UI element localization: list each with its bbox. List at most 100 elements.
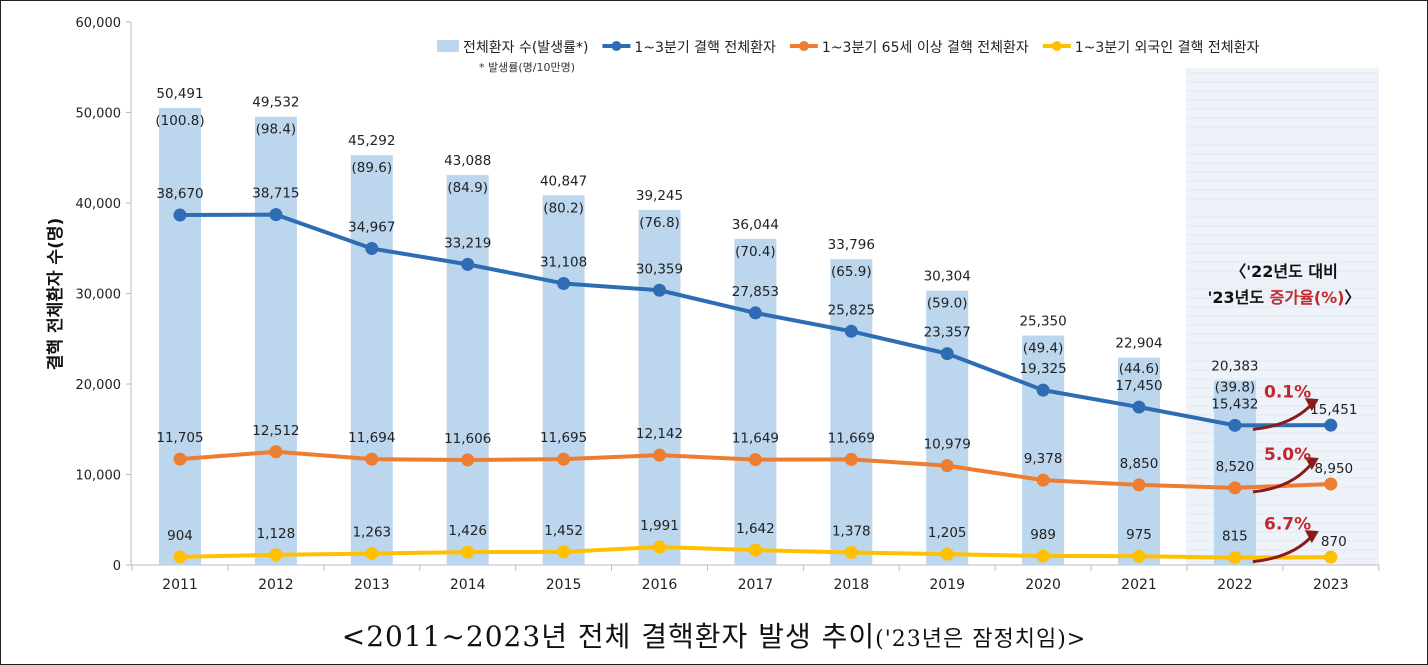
growth-arrow-head <box>1304 457 1319 471</box>
chart-caption: <2011~2023년 전체 결핵환자 발생 추이('23년은 잠정치임)> <box>1 615 1427 655</box>
data-point <box>269 445 283 459</box>
data-point <box>269 208 283 222</box>
data-point <box>940 547 954 561</box>
point-label: 8,520 <box>1216 459 1255 475</box>
point-label: 17,450 <box>1115 378 1162 394</box>
point-label: 1,128 <box>257 526 296 542</box>
bar-value-label: 43,088 <box>444 153 491 169</box>
point-label: 11,694 <box>348 430 395 446</box>
bar <box>638 209 681 565</box>
bar-rate-label: (89.6) <box>352 160 393 176</box>
x-tick-label: 2012 <box>258 577 294 593</box>
data-point <box>1228 418 1242 432</box>
y-tick-label: 0 <box>113 559 121 574</box>
bar <box>1118 357 1160 565</box>
legend-swatch-marker <box>611 41 622 51</box>
data-point <box>1132 549 1146 563</box>
point-label: 1,452 <box>544 523 583 539</box>
point-label: 23,357 <box>924 325 971 341</box>
point-label: 15,451 <box>1310 402 1357 418</box>
point-label: 8,950 <box>1314 461 1353 477</box>
point-label: 1,642 <box>736 521 775 537</box>
data-point <box>844 324 858 338</box>
data-point <box>557 545 571 559</box>
point-label: 19,325 <box>1019 361 1066 377</box>
bar-value-label: 50,491 <box>156 86 203 102</box>
data-point <box>748 543 762 557</box>
point-label: 870 <box>1321 534 1347 550</box>
data-point <box>365 242 379 256</box>
y-tick-label: 60,000 <box>76 16 122 31</box>
data-point <box>365 452 379 466</box>
legend-swatch-marker <box>1051 41 1062 51</box>
growth-rate-label: 5.0% <box>1264 445 1311 465</box>
bar <box>542 195 585 565</box>
growth-arrow-head <box>1304 530 1319 544</box>
legend-label: 1~3분기 65세 이상 결핵 전체환자 <box>822 40 1029 56</box>
bar <box>446 175 489 566</box>
legend-swatch-bars <box>437 40 459 52</box>
x-tick-label: 2020 <box>1025 577 1061 593</box>
annotation-line2b: 증가율(%) <box>1270 288 1345 307</box>
data-point <box>1324 477 1338 491</box>
point-label: 10,979 <box>924 437 971 453</box>
x-tick-label: 2021 <box>1121 577 1157 593</box>
data-point <box>653 540 666 554</box>
y-tick-label: 20,000 <box>76 378 122 393</box>
caption-note: ('23년은 잠정치임)> <box>875 627 1087 652</box>
bar <box>734 238 777 565</box>
growth-arrow <box>1252 461 1314 494</box>
bar <box>254 116 297 565</box>
point-label: 12,142 <box>636 426 683 442</box>
data-point <box>748 453 762 467</box>
caption-main: <2011~2023년 전체 결핵환자 발생 추이 <box>341 620 876 653</box>
bar-value-label: 39,245 <box>636 188 683 204</box>
annotation-line1: 〈'22년도 대비 <box>1230 262 1338 281</box>
bar-rate-label: (84.9) <box>447 180 488 196</box>
growth-arrow <box>1252 402 1314 431</box>
data-point <box>1036 549 1050 563</box>
bar-rate-label: (76.8) <box>639 215 680 231</box>
data-point <box>653 448 666 462</box>
bar-rate-label: (100.8) <box>155 113 204 129</box>
bar-rate-label: (98.4) <box>256 122 297 138</box>
bar-rate-label: (65.9) <box>831 264 872 280</box>
data-point <box>269 548 283 562</box>
bar <box>1022 335 1065 565</box>
point-label: 38,670 <box>156 186 203 202</box>
point-label: 8,850 <box>1120 456 1159 472</box>
legend-label: 1~3분기 결핵 전체환자 <box>634 40 776 56</box>
data-point <box>1036 383 1050 397</box>
data-point <box>1324 418 1338 432</box>
point-label: 989 <box>1030 527 1056 543</box>
data-point <box>1132 400 1146 414</box>
point-label: 904 <box>167 528 193 544</box>
bar <box>350 155 393 565</box>
growth-arrow-head <box>1304 398 1319 412</box>
annotation-line2: '23년도 증가율(%)〉 <box>1207 288 1360 307</box>
annotation-line2a: '23년도 <box>1207 288 1269 307</box>
bar <box>830 259 873 565</box>
data-point <box>940 347 954 361</box>
bar-value-label: 36,044 <box>732 217 779 233</box>
x-tick-label: 2023 <box>1313 577 1349 593</box>
bar-value-label: 30,304 <box>924 269 971 285</box>
point-label: 1,205 <box>928 525 967 541</box>
bar-value-label: 45,292 <box>348 133 395 149</box>
y-axis-label: 결핵 전체환자 수(명) <box>46 218 66 371</box>
bar-rate-label: (49.4) <box>1023 341 1064 357</box>
x-tick-label: 2011 <box>162 577 198 593</box>
point-label: 27,853 <box>732 284 779 300</box>
chart: 0 10,000 20,000 30,000 40,000 50,000 60,000 결핵 … <box>46 16 1380 593</box>
data-point <box>365 547 379 561</box>
bar-value-label: 33,796 <box>828 237 875 253</box>
data-point <box>844 546 858 560</box>
data-point <box>940 459 954 473</box>
point-label: 11,669 <box>828 430 875 446</box>
point-label: 1,991 <box>640 518 679 534</box>
bar-rate-label: (80.2) <box>543 200 584 216</box>
data-point <box>461 257 475 271</box>
data-point <box>653 283 666 297</box>
data-point <box>1036 473 1050 487</box>
